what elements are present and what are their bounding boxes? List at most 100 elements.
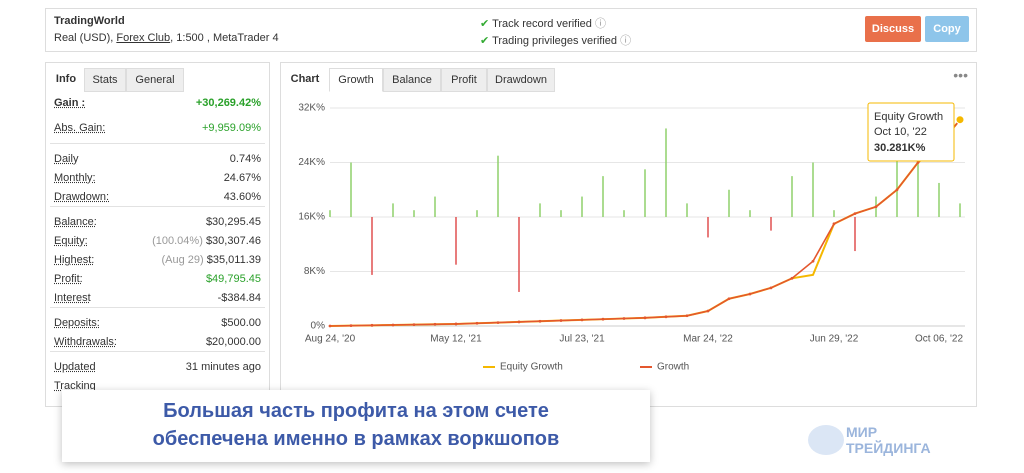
value: +30,269.42% [195,97,261,109]
daily-bar [644,169,646,217]
stat-label: Updated [54,361,96,373]
value: -$384.84 [217,292,261,304]
series-point [370,323,374,327]
daily-bar [665,128,667,217]
series-point [349,324,353,328]
series-point [622,317,626,320]
stat-row: Interest -$384.84 [54,292,261,310]
discuss-button[interactable]: Discuss [865,16,921,42]
header: TradingWorld Real (USD), Forex Club, 1:5… [45,8,977,52]
account-details: , 1:500 , MetaTrader 4 [170,32,279,44]
series-point [391,323,395,327]
daily-bar [959,203,961,217]
verified-text: Trading privileges verified [492,35,618,47]
value: $500.00 [221,317,261,329]
daily-bar [833,210,835,217]
value: $30,307.46 [205,235,261,247]
separator [50,351,265,352]
verified-2: ✔ Trading privileges verified ⓘ [480,35,632,47]
daily-bar [329,210,331,217]
series-point [601,317,605,321]
stat-label: Abs. Gain: [54,122,106,134]
series-point [748,292,752,296]
value: 24.67% [223,172,261,184]
stat-label: Gain : [54,97,86,109]
tab[interactable]: General [126,68,184,92]
stat-label: Deposits: [54,317,100,329]
stat-value: $49,795.45 [206,273,261,285]
tab[interactable]: Stats [84,68,126,92]
chart-tab[interactable]: Balance [383,68,441,92]
stat-value: 24.67% [224,172,261,184]
account-info: Real (USD), Forex Club, 1:500 , MetaTrad… [54,32,279,44]
daily-bar [455,217,457,265]
daily-bar [791,176,793,217]
stat-row: Withdrawals: $20,000.00 [54,336,261,354]
stat-note: (100.04%) [152,235,203,247]
daily-bar [854,217,856,252]
daily-bar [623,210,625,217]
series-point [643,316,647,320]
series-point [790,276,794,280]
y-tick-label: 24K% [298,157,325,168]
tab[interactable]: Info [50,68,82,90]
daily-bar [497,155,499,217]
value: 0.74% [229,153,261,165]
series-point [706,309,710,313]
daily-bar [539,203,541,217]
series-point [664,315,668,319]
series-point [559,319,563,322]
series-point [580,318,584,322]
series-point [538,319,542,323]
chart-panel: Chart Growth Balance Profit Drawdown ••• [280,62,977,407]
x-tick-label: Oct 06, '22 [915,334,963,345]
tooltip [867,102,955,162]
verified-text: Track record verified [492,18,592,30]
stat-row: Daily 0.74% [54,153,261,171]
broker-link[interactable]: Forex Club [116,32,171,44]
stat-label: Equity: [54,235,88,247]
stat-row: Tracking [54,380,261,398]
tooltip-date: Oct 10, '22 [874,126,927,138]
daily-bar [602,176,604,217]
series-line [329,119,961,327]
stat-value: $500.00 [221,317,261,329]
daily-bar [371,217,373,275]
stat-label: Withdrawals: [54,336,117,348]
chart-tab[interactable]: Growth [329,68,383,92]
logo: МИР ТРЕЙДИНГА [846,424,931,456]
stat-label: Highest: [54,254,95,266]
banner-line: обеспечена именно в рамках воркшопов [152,428,560,450]
daily-bar [749,210,751,217]
stat-value: (100.04%) $30,307.46 [152,235,261,247]
stat-row: Deposits: $500.00 [54,317,261,335]
x-tick-label: Mar 24, '22 [683,334,733,345]
chart-tab[interactable]: Chart [285,68,325,90]
stat-row: Highest: (Aug 29) $35,011.39 [54,254,261,272]
stat-value: 31 minutes ago [186,361,261,373]
x-tick-label: Aug 24, '20 [305,334,356,345]
daily-bar [350,162,352,217]
series-point [412,323,416,327]
series-point [727,297,731,301]
stat-row: Gain : +30,269.42% [54,97,261,115]
daily-bar [476,210,478,217]
daily-bar [812,162,814,217]
chart-tab[interactable]: Profit [441,68,487,92]
stat-row: Abs. Gain: +9,959.09% [54,122,261,140]
daily-bar [434,196,436,217]
banner: Большая часть профита на этом счете обес… [62,390,650,462]
daily-bar [917,155,919,217]
chart-tab[interactable]: Drawdown [487,68,555,92]
copy-button[interactable]: Copy [925,16,969,42]
menu-icon[interactable]: ••• [953,67,968,83]
value: +9,959.09% [201,122,261,134]
tooltip-point [955,115,965,125]
value: 31 minutes ago [185,361,261,373]
stat-row: Drawdown: 43.60% [54,191,261,209]
series-point [517,320,521,324]
tooltip-title: Equity Growth [874,111,943,123]
stat-label: Tracking [54,380,96,392]
daily-bar [581,196,583,217]
